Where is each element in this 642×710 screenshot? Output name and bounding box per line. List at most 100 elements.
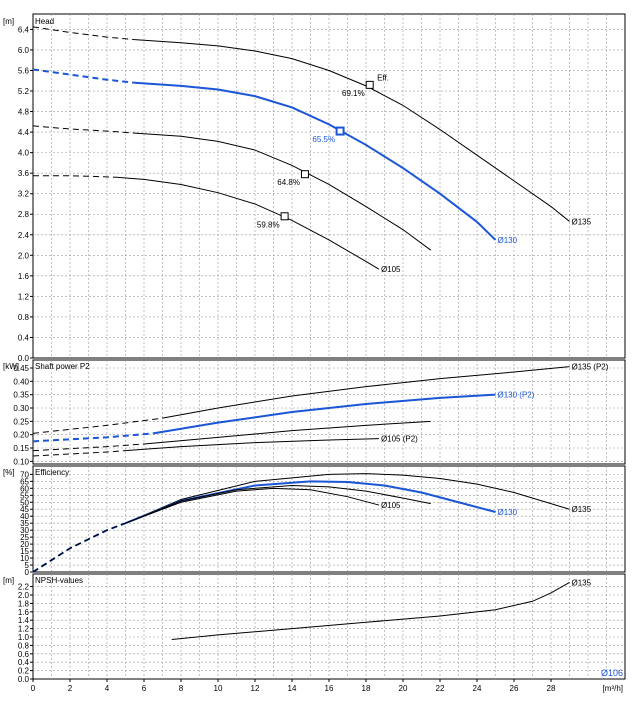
y-tick-label: 2.0 (18, 251, 30, 260)
y-tick-label: 3.6 (18, 169, 30, 178)
y-tick-label: 0.40 (13, 377, 29, 386)
series-label: Ø105 (381, 501, 401, 510)
series-line-dashed (32, 522, 126, 573)
x-tick-label: 28 (547, 684, 556, 693)
y-axis-unit: [m] (3, 576, 14, 585)
panel-npsh-values: 0.00.20.40.60.81.01.21.41.61.82.02.2 [m] N… (3, 573, 626, 693)
y-tick-label: 50 (20, 498, 29, 507)
panel-title: NPSH-values (35, 576, 83, 585)
y-tick-label: 70 (20, 470, 29, 479)
y-tick-label: 2.0 (18, 591, 30, 600)
y-tick-label: 25 (20, 533, 29, 542)
x-tick-label: 14 (288, 684, 297, 693)
series-line-dashed (32, 522, 126, 573)
series-line-dashed (33, 175, 117, 178)
series-line (116, 176, 380, 270)
duty-point-marker (300, 170, 309, 179)
x-tick-label: 26 (510, 684, 519, 693)
y-tick-label: 1.6 (18, 272, 30, 281)
y-tick-label: 0.20 (13, 431, 29, 440)
y-tick-label: 55 (20, 491, 29, 500)
y-tick-label: 4.0 (18, 149, 30, 158)
series-line-dashed (32, 26, 135, 41)
y-tick-label: 60 (20, 484, 29, 493)
efficiency-label: 59.8% (257, 220, 280, 229)
efficiency-label: 65.5% (312, 135, 335, 144)
y-tick-label: 0.45 (13, 364, 29, 373)
y-tick-label: 0 (25, 568, 30, 577)
series-line (153, 393, 496, 435)
y-tick-label: 0.0 (18, 354, 30, 363)
x-tick-label: 8 (179, 684, 184, 693)
y-tick-label: 0.4 (18, 333, 30, 342)
y-tick-label: 4.8 (18, 108, 30, 117)
series-label: Ø135 (P2) (572, 363, 609, 372)
y-tick-label: 0.4 (18, 658, 30, 667)
series-label: Ø105 (381, 265, 401, 274)
series-line (143, 420, 431, 445)
series-label: Ø135 (572, 578, 592, 587)
y-tick-label: 5.6 (18, 66, 30, 75)
efficiency-label: 69.1% (342, 89, 365, 98)
series-label: Ø135 (572, 505, 592, 514)
series-line (134, 132, 432, 251)
x-tick-label: 16 (325, 684, 334, 693)
annotation-label: Eff. (377, 74, 389, 83)
x-tick-label: 2 (68, 684, 73, 693)
series-label: Ø135 (572, 217, 592, 226)
y-tick-label: 65 (20, 477, 29, 486)
y-tick-label: 6.4 (18, 25, 30, 34)
y-axis-unit: [m] (3, 17, 14, 26)
x-tick-label: 0 (31, 684, 36, 693)
panel-head: 0.0 0.4 0.8 1.2 1.6 2.0 2.4 2.8 3.2 3.6 4.0 4.4 4.8 5… (3, 13, 626, 363)
y-axis-unit: [%] (3, 468, 15, 477)
panel-shaft-power-p2: 0.10 0.15 0.20 0.25 0.30 0.35 0.40 0.45[kW] Shaf… (3, 359, 626, 466)
y-tick-label: 0.8 (18, 641, 30, 650)
y-tick-label: 6.0 (18, 46, 30, 55)
y-tick-label: 15 (20, 547, 29, 556)
y-tick-label: 30 (20, 526, 29, 535)
series-line (171, 581, 570, 641)
x-tick-label: 18 (362, 684, 371, 693)
y-tick-label: 0.15 (13, 444, 29, 453)
series-line (162, 366, 570, 419)
y-tick-label: 1.4 (18, 616, 30, 625)
x-tick-label: 24 (473, 684, 482, 693)
y-tick-label: 1.0 (18, 633, 30, 642)
y-tick-label: 1.2 (18, 292, 30, 301)
series-line (134, 81, 497, 241)
y-tick-label: 2.2 (18, 583, 30, 592)
y-tick-label: 3.2 (18, 190, 30, 199)
series-label: Ø130 (P2) (498, 391, 535, 400)
duty-point-marker (280, 212, 289, 221)
y-tick-label: 2.4 (18, 231, 30, 240)
y-tick-label: 1.2 (18, 625, 30, 634)
y-tick-label: 0.2 (18, 667, 30, 676)
x-tick-label: 20 (399, 684, 408, 693)
x-tick-label: 6 (142, 684, 147, 693)
y-tick-label: 0.25 (13, 417, 29, 426)
series-line-dashed (32, 125, 135, 134)
y-tick-label: 0.35 (13, 391, 29, 400)
series-line-dashed (32, 522, 126, 573)
y-tick-label: 0.0 (18, 675, 30, 684)
x-tick-label: 12 (251, 684, 260, 693)
series-label: Ø130 (498, 508, 518, 517)
x-tick-label: 22 (436, 684, 445, 693)
y-tick-label: 0.30 (13, 404, 29, 413)
y-tick-label: 5.2 (18, 87, 30, 96)
duty-point-marker (335, 126, 345, 136)
panel-title: Shaft power P2 (35, 362, 90, 371)
duty-point-marker (365, 80, 374, 89)
y-tick-label: 1.6 (18, 608, 30, 617)
y-axis-unit: [kW] (3, 362, 19, 371)
series-line-dashed (32, 68, 135, 84)
series-line (125, 438, 379, 452)
series-line (125, 485, 431, 524)
x-axis-label: [m³/h] (603, 684, 623, 693)
y-tick-label: 40 (20, 512, 29, 521)
y-tick-label: 35 (20, 519, 29, 528)
y-tick-label: 5 (25, 561, 30, 570)
